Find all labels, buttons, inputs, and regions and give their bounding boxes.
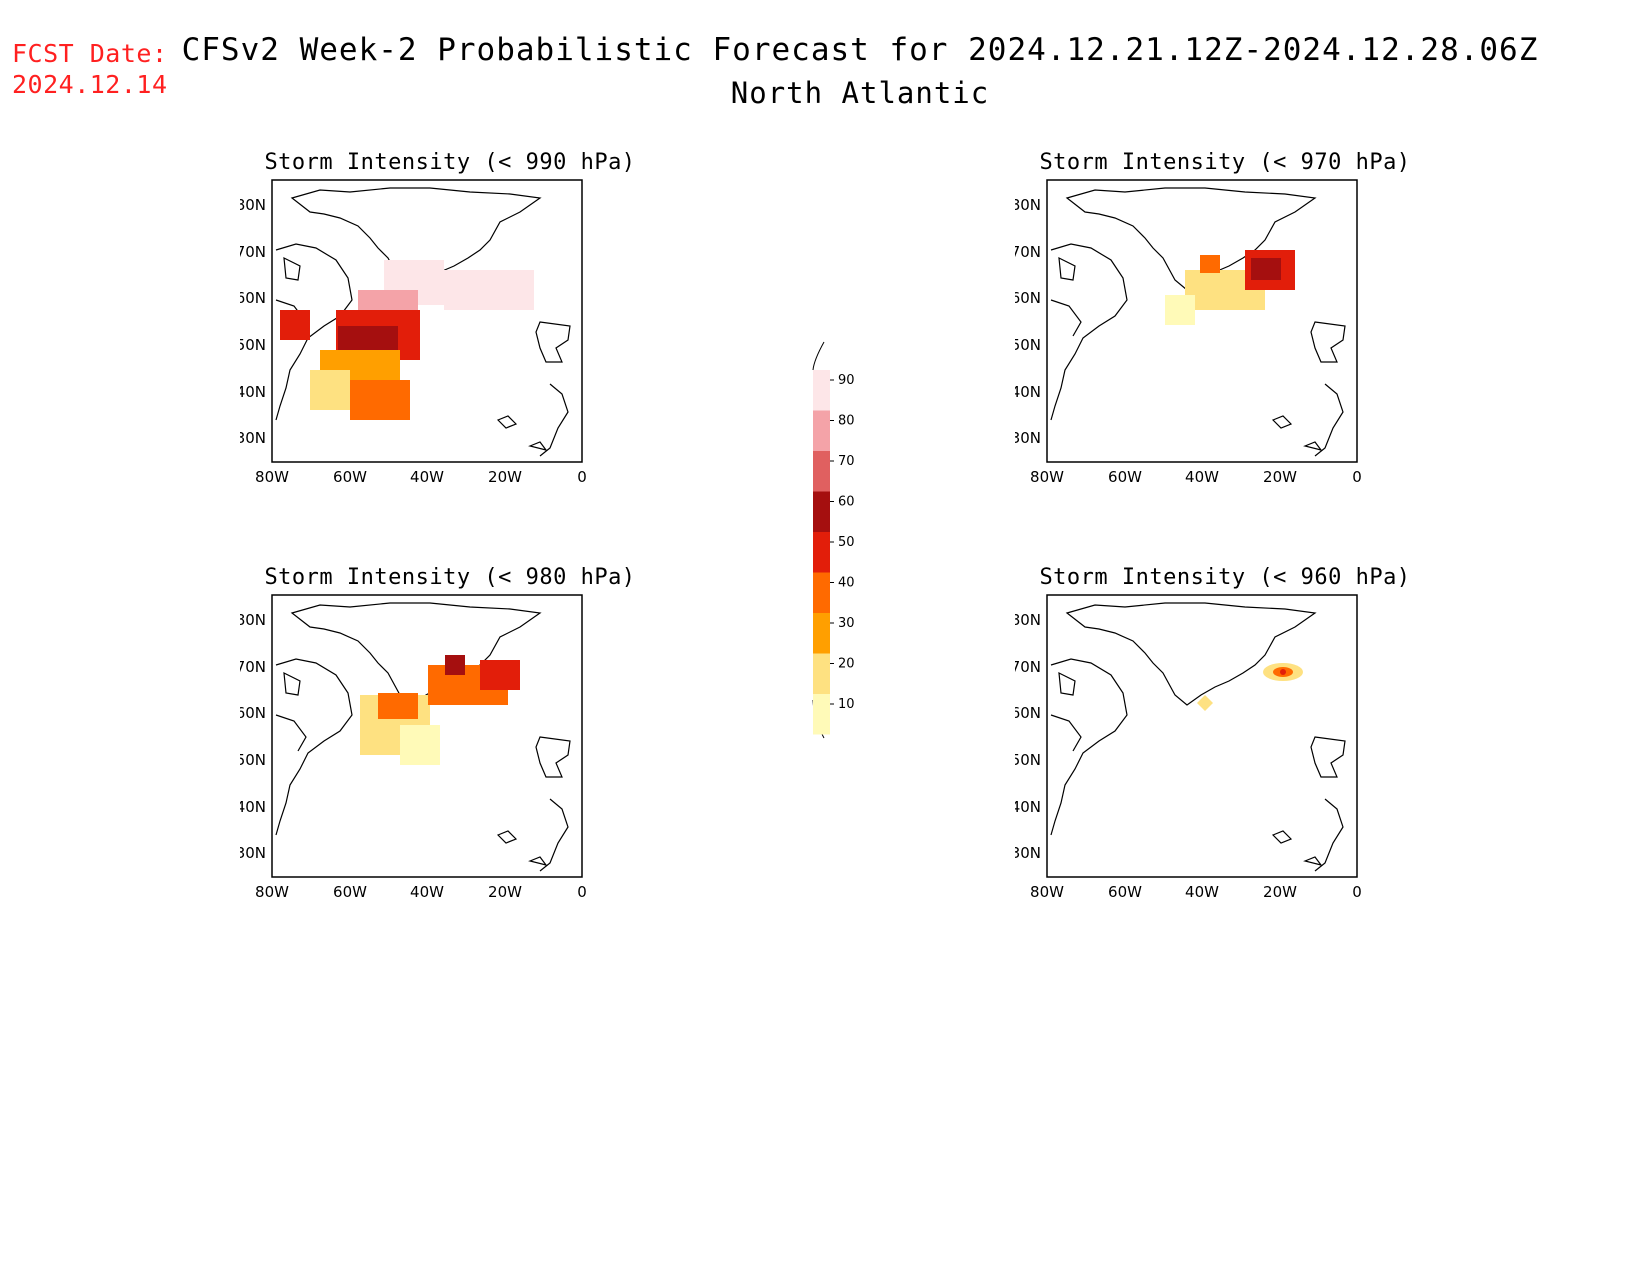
colorbar-label: 70 — [838, 454, 855, 469]
map-frame — [1046, 179, 1358, 463]
svg-text:40N: 40N — [1015, 798, 1041, 816]
svg-text:80N: 80N — [240, 196, 266, 214]
svg-text:60N: 60N — [1015, 704, 1041, 722]
page-subtitle: North Atlantic — [730, 76, 990, 110]
svg-text:50N: 50N — [240, 751, 266, 769]
colorbar-swatch — [813, 653, 830, 694]
colorbar-swatch — [813, 410, 830, 451]
lat-axis-960: 80N 70N 60N 50N 40N 30N — [1015, 611, 1041, 862]
svg-text:40N: 40N — [1015, 383, 1041, 401]
panel-title-960: Storm Intensity (< 960 hPa) — [1039, 565, 1411, 590]
probability-fill-990 — [280, 260, 534, 420]
svg-text:0: 0 — [1352, 883, 1362, 901]
lon-axis-960: 80W 60W 40W 20W 0 — [1030, 883, 1362, 901]
svg-text:50N: 50N — [1015, 336, 1041, 354]
colorbar-label: 90 — [838, 373, 855, 388]
svg-text:60W: 60W — [333, 883, 367, 901]
fcst-date-label: FCST Date: — [12, 39, 168, 68]
lon-axis-970: 80W 60W 40W 20W 0 — [1030, 468, 1362, 486]
colorbar-swatch — [813, 572, 830, 613]
colorbar-swatch — [813, 491, 830, 532]
colorbar-swatch — [813, 694, 830, 735]
colorbar-swatches — [813, 370, 830, 735]
lon-axis-980: 80W 60W 40W 20W 0 — [255, 883, 587, 901]
svg-text:20W: 20W — [1263, 883, 1297, 901]
forecast-date-block: FCST Date: 2024.12.14 — [12, 38, 168, 100]
map-960: 80N 70N 60N 50N 40N 30N 80W 60W 40W 20W … — [1015, 594, 1362, 901]
svg-text:30N: 30N — [240, 429, 266, 447]
lat-axis-990: 80N 70N 60N 50N 40N 30N — [240, 196, 266, 447]
colorbar-label: 20 — [838, 657, 855, 672]
colorbar-label: 10 — [838, 697, 855, 712]
svg-text:40W: 40W — [1185, 883, 1219, 901]
svg-text:0: 0 — [577, 883, 587, 901]
panel-title-980: Storm Intensity (< 980 hPa) — [264, 565, 636, 590]
svg-text:70N: 70N — [1015, 243, 1041, 261]
svg-text:20W: 20W — [488, 468, 522, 486]
probability-fill-970 — [1165, 250, 1295, 325]
colorbar: 90 80 70 60 50 40 30 20 10 — [812, 341, 855, 739]
map-panel-990: Storm Intensity (< 990 hPa) 80N 70N — [240, 150, 660, 530]
map-frame — [271, 594, 583, 878]
svg-text:20W: 20W — [1263, 468, 1297, 486]
svg-text:30N: 30N — [240, 844, 266, 862]
colorbar-labels: 90 80 70 60 50 40 30 20 10 — [830, 373, 855, 712]
lat-axis-970: 80N 70N 60N 50N 40N 30N — [1015, 196, 1041, 447]
svg-text:80W: 80W — [1030, 883, 1064, 901]
svg-text:80N: 80N — [1015, 196, 1041, 214]
svg-text:60W: 60W — [333, 468, 367, 486]
map-990: 80N 70N 60N 50N 40N 30N 80W 60W 40W 20W … — [240, 179, 587, 486]
svg-text:30N: 30N — [1015, 844, 1041, 862]
svg-text:70N: 70N — [240, 243, 266, 261]
svg-text:60N: 60N — [240, 289, 266, 307]
colorbar-swatch — [813, 532, 830, 573]
map-980: 80N 70N 60N 50N 40N 30N 80W 60W 40W 20W … — [240, 594, 587, 901]
lat-axis-980: 80N 70N 60N 50N 40N 30N — [240, 611, 266, 862]
svg-text:60N: 60N — [1015, 289, 1041, 307]
colorbar-label: 50 — [838, 535, 855, 550]
colorbar-swatch — [813, 370, 830, 411]
map-panel-970: Storm Intensity (< 970 hPa) 80N 70N 60N … — [1015, 150, 1435, 530]
svg-text:40N: 40N — [240, 383, 266, 401]
svg-text:30N: 30N — [1015, 429, 1041, 447]
colorbar-swatch — [813, 613, 830, 654]
svg-text:50N: 50N — [240, 336, 266, 354]
map-970: 80N 70N 60N 50N 40N 30N 80W 60W 40W 20W … — [1015, 179, 1362, 486]
svg-text:40W: 40W — [1185, 468, 1219, 486]
svg-text:0: 0 — [1352, 468, 1362, 486]
svg-text:60N: 60N — [240, 704, 266, 722]
svg-text:20W: 20W — [488, 883, 522, 901]
svg-text:60W: 60W — [1108, 883, 1142, 901]
svg-text:50N: 50N — [1015, 751, 1041, 769]
svg-text:40W: 40W — [410, 468, 444, 486]
map-panel-980: Storm Intensity (< 980 hPa) 80N 70N 60N … — [240, 565, 660, 945]
svg-text:70N: 70N — [240, 658, 266, 676]
fcst-date-value: 2024.12.14 — [12, 70, 168, 99]
svg-text:80W: 80W — [255, 883, 289, 901]
svg-text:80N: 80N — [1015, 611, 1041, 629]
panel-title-990: Storm Intensity (< 990 hPa) — [264, 150, 636, 175]
svg-text:0: 0 — [577, 468, 587, 486]
colorbar-label: 30 — [838, 616, 855, 631]
panel-title-970: Storm Intensity (< 970 hPa) — [1039, 150, 1411, 175]
map-frame — [271, 179, 583, 463]
colorbar-label: 40 — [838, 576, 855, 591]
colorbar-swatch — [813, 451, 830, 492]
lon-axis-990: 80W 60W 40W 20W 0 — [255, 468, 587, 486]
probability-fill-960 — [1197, 663, 1303, 711]
svg-text:80W: 80W — [255, 468, 289, 486]
svg-text:40W: 40W — [410, 883, 444, 901]
probability-fill-980 — [360, 655, 520, 765]
colorbar-label: 80 — [838, 414, 855, 429]
colorbar-label: 60 — [838, 495, 855, 510]
page-title: CFSv2 Week-2 Probabilistic Forecast for … — [181, 32, 1539, 68]
svg-text:80W: 80W — [1030, 468, 1064, 486]
svg-text:70N: 70N — [1015, 658, 1041, 676]
map-frame — [1046, 594, 1358, 878]
svg-text:80N: 80N — [240, 611, 266, 629]
svg-text:60W: 60W — [1108, 468, 1142, 486]
map-panel-960: Storm Intensity (< 960 hPa) 80N 70N 60N … — [1015, 565, 1435, 945]
svg-text:40N: 40N — [240, 798, 266, 816]
